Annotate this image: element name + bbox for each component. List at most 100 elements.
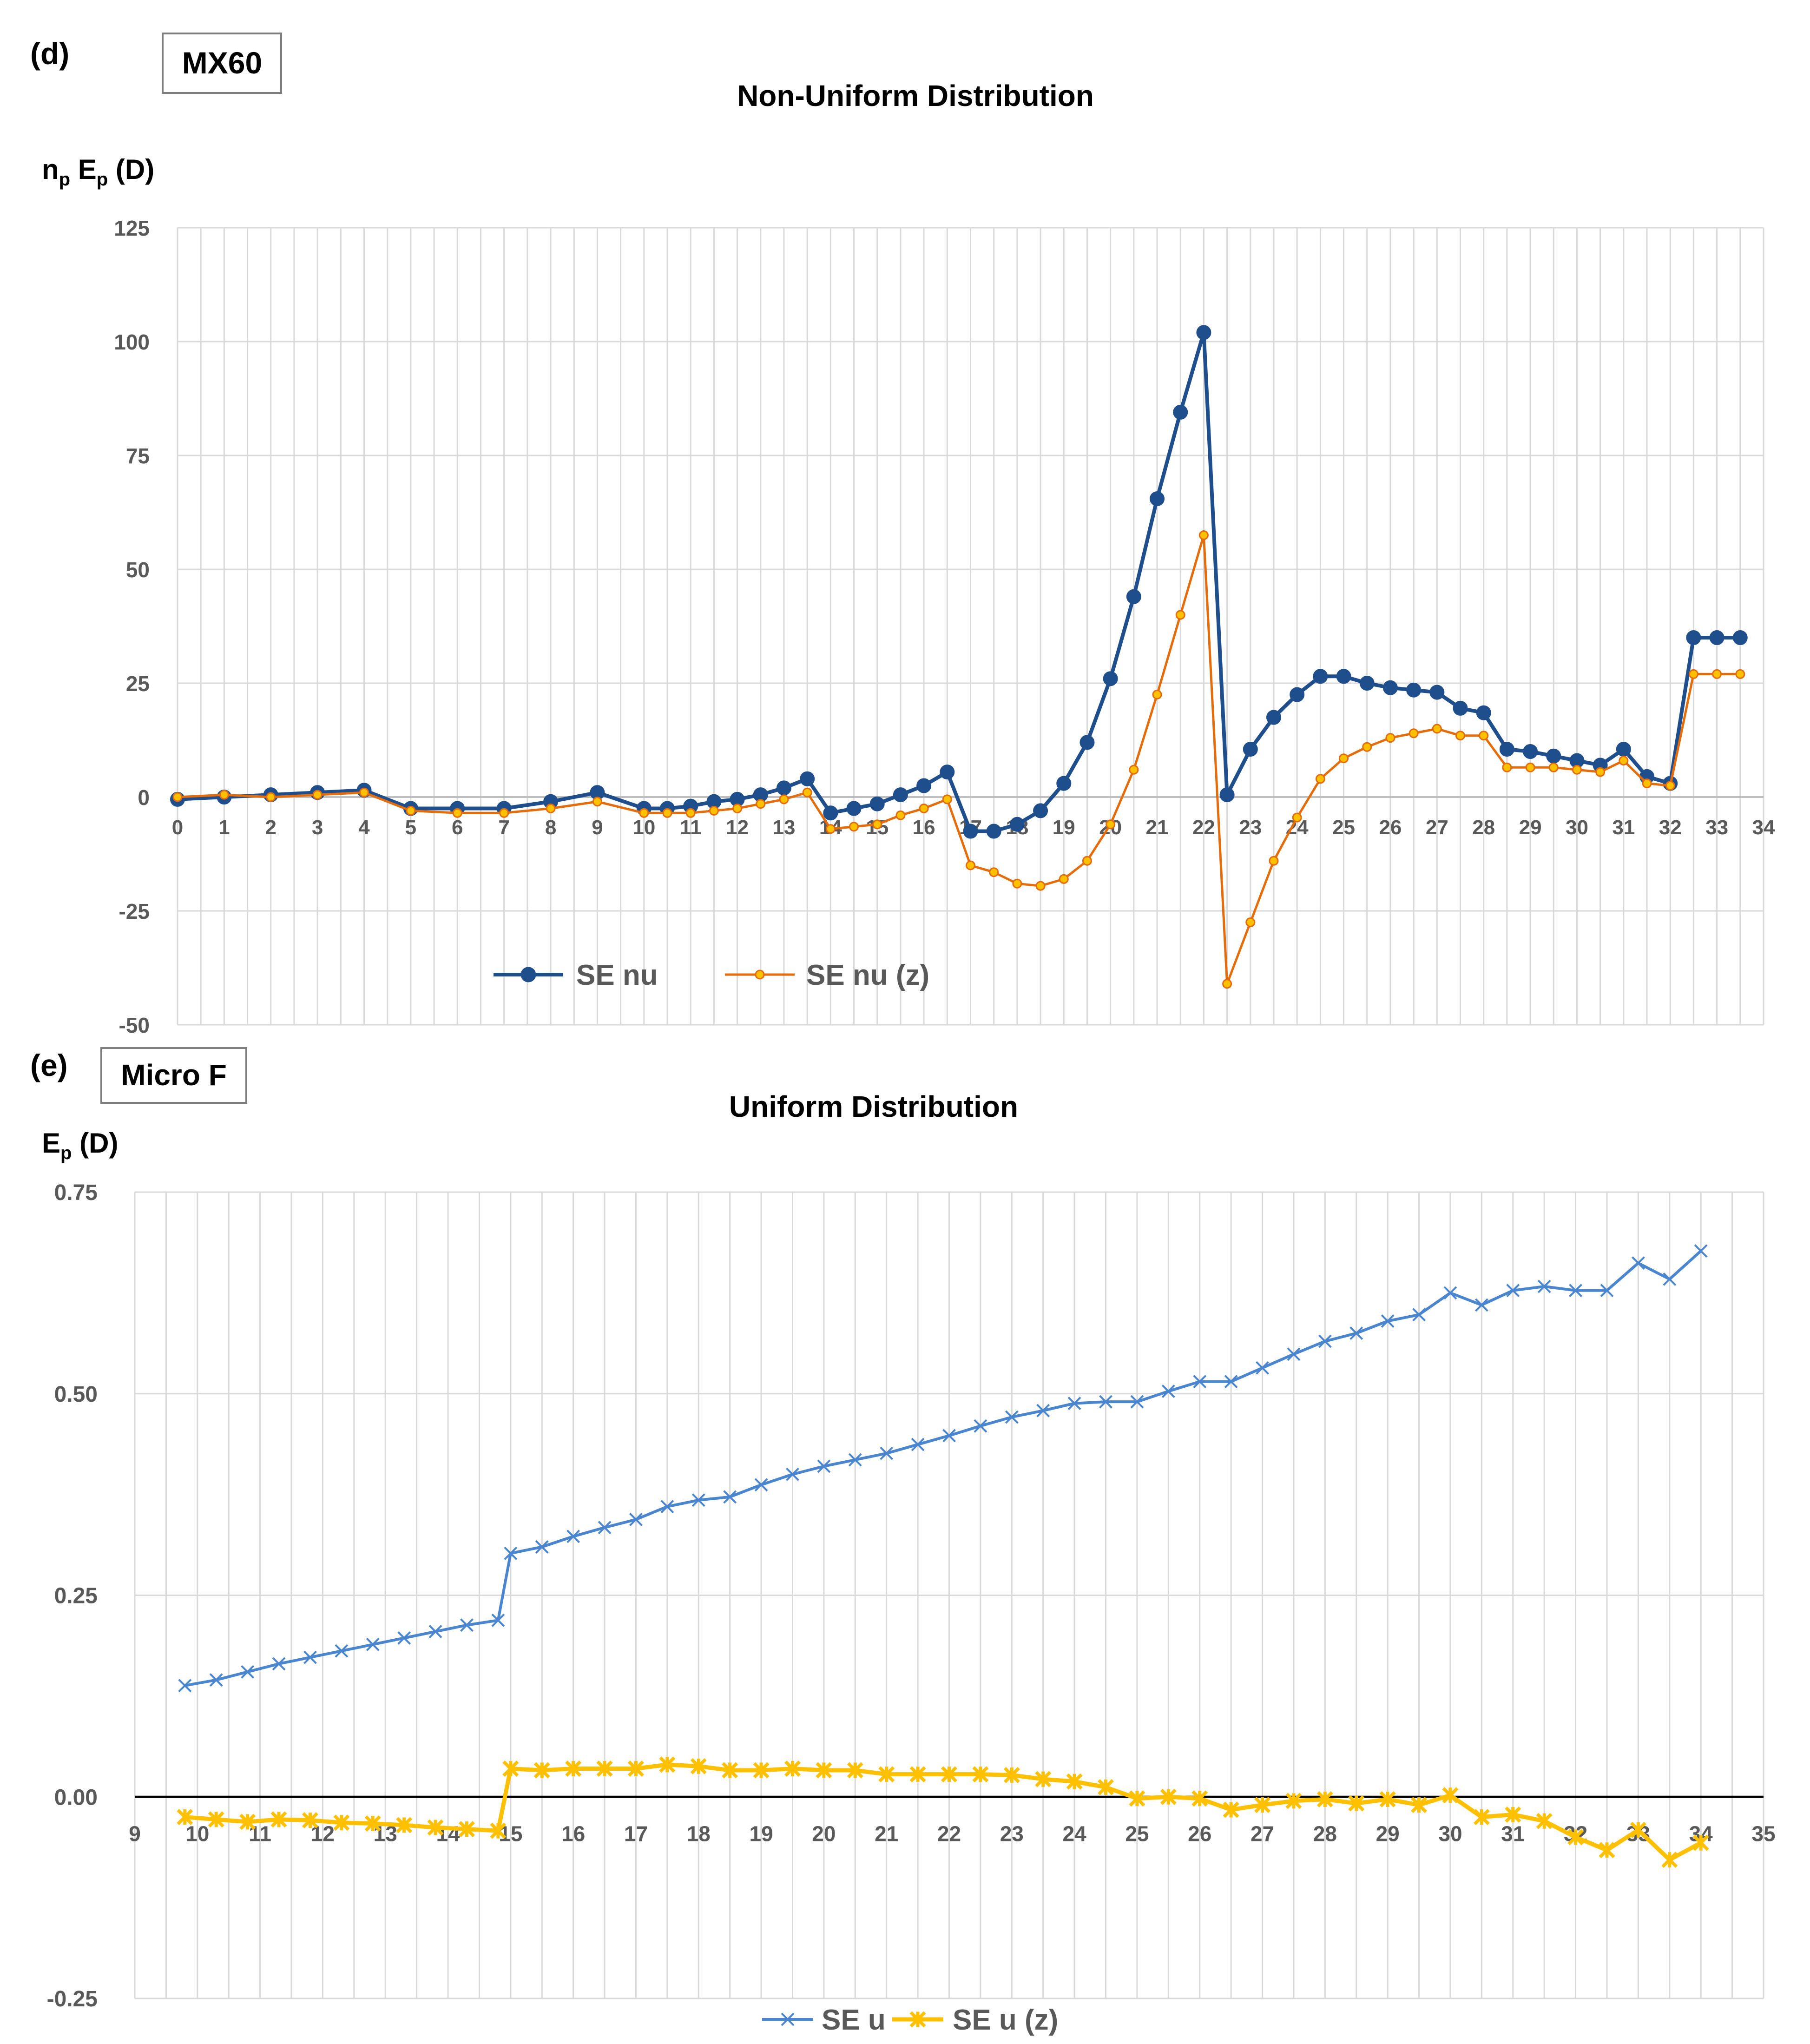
panel-d-label: (d)	[30, 36, 69, 71]
data-point	[847, 1762, 863, 1779]
data-point	[1150, 491, 1165, 507]
data-point	[333, 1814, 350, 1831]
panel-d-ylabel-n: n	[42, 154, 59, 185]
y-tick-label: 25	[126, 672, 150, 696]
data-point	[546, 804, 556, 813]
panel-e-ylabel-unit: (D)	[72, 1127, 118, 1159]
data-point	[1455, 731, 1466, 741]
data-point	[919, 804, 929, 813]
data-point	[1735, 669, 1745, 679]
x-tick-label: 1	[218, 816, 230, 839]
x-tick-label: 30	[1438, 1821, 1462, 1846]
data-point	[312, 790, 323, 800]
data-point	[784, 1760, 801, 1777]
x-tick-label: 0	[172, 816, 183, 839]
data-point	[989, 867, 999, 877]
data-point	[1506, 1284, 1520, 1298]
x-tick-label: 34	[1752, 816, 1775, 839]
data-point	[966, 860, 975, 870]
data-point	[1474, 1298, 1488, 1312]
data-point	[1379, 1791, 1396, 1807]
data-point	[685, 808, 696, 818]
legend-label: SE u (z)	[953, 2004, 1058, 2036]
x-tick-label: 10	[185, 1821, 209, 1846]
data-point	[1129, 765, 1139, 775]
data-point	[1411, 1797, 1428, 1813]
data-point	[1266, 710, 1281, 725]
data-point	[535, 1540, 549, 1554]
panel-d-ylabel-e: E	[70, 154, 97, 185]
panel-d-plot: 1251007550250-25-50012345678910111213141…	[114, 216, 1775, 1037]
data-point	[1663, 1272, 1677, 1286]
data-point	[1318, 1334, 1332, 1348]
data-point	[1009, 817, 1025, 832]
data-point	[1059, 874, 1069, 884]
data-point	[1035, 881, 1046, 891]
data-point	[1292, 812, 1302, 823]
data-point	[972, 1766, 989, 1783]
y-tick-label: -25	[119, 899, 150, 923]
data-point	[241, 1665, 255, 1679]
panel-d: (d) MX60 Non-Uniform Distribution np Ep …	[30, 33, 1775, 1037]
panel-d-title: Non-Uniform Distribution	[737, 79, 1094, 112]
data-point	[1003, 1767, 1020, 1783]
data-point	[219, 790, 229, 800]
data-point	[596, 1760, 613, 1777]
data-point	[491, 1613, 505, 1627]
data-point	[533, 1762, 550, 1779]
x-tick-label: 33	[1705, 816, 1728, 839]
panel-e-plot: 0.750.500.250.00-0.259 10 11 12 13 14 15 16 17 18…	[47, 1180, 1776, 2011]
data-point	[895, 810, 906, 820]
data-point	[1595, 767, 1606, 777]
data-point	[502, 1760, 519, 1777]
data-point	[1098, 1779, 1114, 1795]
data-point	[1362, 742, 1372, 752]
data-point	[1348, 1795, 1365, 1812]
x-tick-label: 23	[1000, 1821, 1024, 1846]
data-point	[1313, 669, 1328, 684]
x-tick-label: 16	[913, 816, 935, 839]
data-point	[1103, 671, 1118, 686]
data-point	[1406, 682, 1422, 698]
y-tick-label: 75	[126, 444, 150, 468]
y-tick-label: 125	[114, 216, 150, 240]
data-point	[1665, 781, 1675, 791]
data-point	[942, 1429, 956, 1443]
data-point	[817, 1459, 831, 1473]
legend-label: SE u	[822, 2004, 886, 2036]
data-point	[1256, 1361, 1269, 1375]
data-point	[1245, 917, 1256, 927]
x-tick-label: 16	[561, 1821, 585, 1846]
data-point	[1686, 630, 1701, 645]
x-tick-label: 31	[1501, 1821, 1525, 1846]
data-point	[1694, 1244, 1708, 1258]
data-point	[592, 797, 602, 807]
data-point	[499, 808, 509, 818]
data-point	[1224, 1375, 1238, 1389]
data-point	[723, 1490, 737, 1504]
data-point	[1499, 742, 1514, 757]
data-point	[1688, 669, 1698, 679]
data-point	[1130, 1395, 1144, 1409]
panel-d-tag-box	[162, 33, 282, 94]
data-point	[1287, 1347, 1301, 1361]
data-point	[1382, 680, 1398, 695]
data-point	[942, 794, 952, 804]
data-point	[397, 1631, 411, 1645]
data-point	[1161, 1385, 1175, 1398]
x-tick-label: 8	[545, 816, 556, 839]
y-tick-label: 0.25	[54, 1584, 98, 1609]
data-point	[1219, 787, 1235, 803]
panel-d-tag: MX60	[182, 46, 262, 80]
y-tick-label: -0.25	[47, 1987, 98, 2011]
data-point	[732, 804, 743, 813]
x-tick-label: 25	[1125, 1821, 1149, 1846]
data-point	[1160, 1788, 1177, 1805]
x-tick-label: 21	[1146, 816, 1169, 839]
data-point	[1476, 705, 1491, 720]
x-tick-label: 17	[624, 1821, 648, 1846]
data-point	[1129, 1790, 1145, 1807]
data-point	[1005, 1410, 1019, 1424]
data-point	[1642, 778, 1652, 789]
